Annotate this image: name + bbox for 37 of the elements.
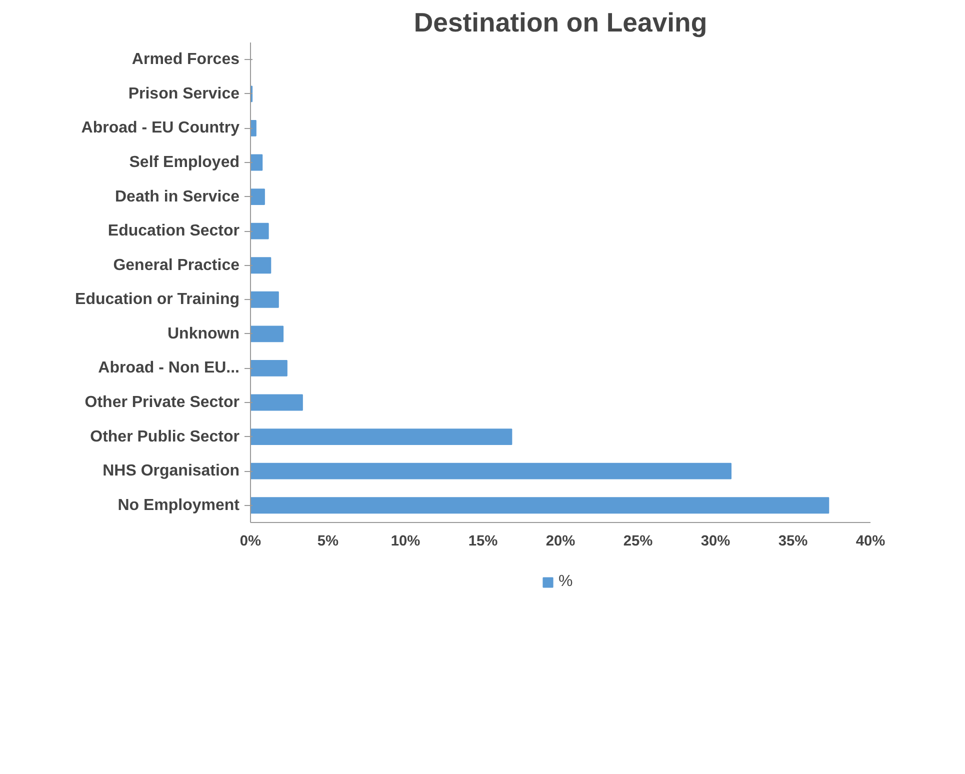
bar [250, 257, 272, 274]
bar [250, 222, 269, 240]
bar [250, 394, 303, 411]
y-tick-label: Other Private Sector [84, 394, 240, 411]
y-tick-label: Unknown [168, 325, 240, 342]
bar [250, 360, 288, 376]
y-tick-label: General Practice [113, 256, 240, 274]
y-tick-label: Prison Service [128, 85, 240, 102]
legend-label: % [558, 573, 574, 591]
x-tick-label: 35% [778, 534, 808, 550]
y-tick-label: Other Public Sector [90, 428, 240, 446]
x-tick-label: 0% [240, 534, 262, 550]
y-tick-label: Education Sector [108, 222, 240, 240]
bar [250, 291, 279, 308]
x-tick-label: 10% [390, 534, 420, 550]
y-tick-label: Armed Forces [132, 51, 240, 68]
bar [250, 154, 263, 171]
bar [250, 120, 256, 136]
bar [250, 326, 284, 342]
x-tick-label: 15% [468, 534, 498, 550]
y-tick-label: NHS Organisation [102, 462, 240, 480]
chart-title: Destination on Leaving [414, 8, 708, 38]
y-tick-label: Self Employed [129, 154, 240, 171]
x-tick-label: 25% [623, 534, 653, 550]
bar [250, 497, 830, 514]
bar [250, 462, 732, 480]
x-tick-label: 40% [856, 534, 886, 550]
y-tick-label: Education or Training [75, 291, 240, 308]
bar [250, 188, 265, 205]
x-tick-label: 5% [317, 534, 339, 550]
bar [250, 428, 512, 445]
y-tick-label: No Employment [118, 496, 240, 514]
y-tick-label: Abroad - EU Country [81, 120, 240, 137]
x-tick-label: 20% [546, 534, 576, 550]
x-tick-label: 30% [700, 534, 730, 550]
y-tick-label: Abroad - Non EU... [98, 360, 240, 377]
y-tick-label: Death in Service [115, 188, 240, 206]
